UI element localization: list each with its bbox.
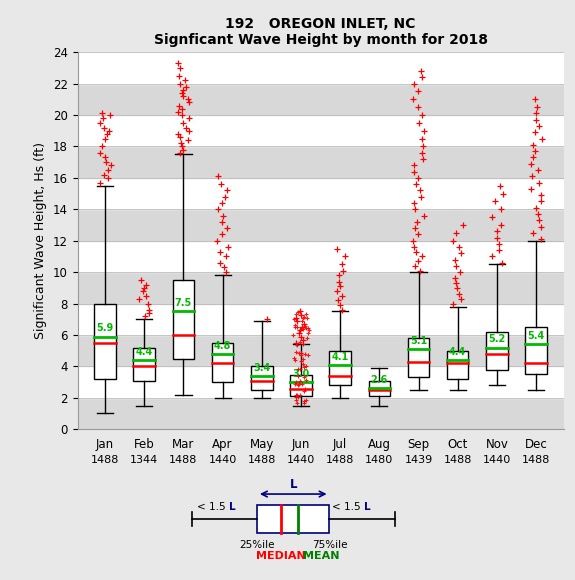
Text: 3.0: 3.0 xyxy=(292,369,309,379)
Text: 1488: 1488 xyxy=(169,455,198,465)
Text: Sep: Sep xyxy=(408,438,430,451)
Text: 1488: 1488 xyxy=(91,455,119,465)
Text: 5.1: 5.1 xyxy=(410,336,427,346)
Bar xyxy=(251,367,273,390)
Bar xyxy=(78,241,564,272)
Text: 1440: 1440 xyxy=(209,455,237,465)
Text: 3.4: 3.4 xyxy=(253,362,270,372)
Text: Jul: Jul xyxy=(333,438,347,451)
Bar xyxy=(78,178,564,209)
Text: MEDIAN: MEDIAN xyxy=(256,551,306,561)
Text: 4.4: 4.4 xyxy=(136,347,153,357)
Text: Dec: Dec xyxy=(525,438,547,451)
Text: May: May xyxy=(250,438,274,451)
Text: Mar: Mar xyxy=(172,438,194,451)
Bar xyxy=(78,52,564,84)
Text: Oct: Oct xyxy=(447,438,468,451)
Bar xyxy=(78,303,564,335)
Bar xyxy=(78,367,564,398)
Bar xyxy=(78,272,564,303)
Text: 4.8: 4.8 xyxy=(214,340,231,351)
Bar xyxy=(447,351,469,379)
Bar xyxy=(78,398,564,429)
Text: 1488: 1488 xyxy=(326,455,354,465)
Text: 1439: 1439 xyxy=(404,455,432,465)
Title: 192   OREGON INLET, NC
Signficant Wave Height by month for 2018: 192 OREGON INLET, NC Signficant Wave Hei… xyxy=(154,17,488,47)
Text: 75%ile: 75%ile xyxy=(312,540,347,550)
Bar xyxy=(329,351,351,385)
Text: 4.1: 4.1 xyxy=(332,351,349,362)
Text: MEAN: MEAN xyxy=(303,551,339,561)
Text: L: L xyxy=(289,478,297,491)
Text: 5.9: 5.9 xyxy=(97,324,114,334)
Bar xyxy=(486,332,508,369)
Text: Nov: Nov xyxy=(485,438,508,451)
Bar xyxy=(133,347,155,380)
Bar xyxy=(94,303,116,379)
Bar xyxy=(78,209,564,241)
Text: 1440: 1440 xyxy=(287,455,315,465)
Text: 1440: 1440 xyxy=(483,455,511,465)
Bar xyxy=(212,343,233,382)
Bar xyxy=(78,146,564,178)
Text: Aug: Aug xyxy=(368,438,391,451)
Y-axis label: Significant Wave Height, Hs (ft): Significant Wave Height, Hs (ft) xyxy=(34,142,47,339)
Bar xyxy=(526,327,547,374)
Text: 1488: 1488 xyxy=(443,455,472,465)
Text: 1488: 1488 xyxy=(248,455,276,465)
Text: 7.5: 7.5 xyxy=(175,298,192,308)
Bar xyxy=(369,380,390,396)
Text: Jun: Jun xyxy=(292,438,310,451)
Text: L: L xyxy=(229,502,236,512)
Bar xyxy=(257,505,329,533)
Text: 1480: 1480 xyxy=(365,455,393,465)
Text: Feb: Feb xyxy=(134,438,155,451)
Text: < 1.5: < 1.5 xyxy=(197,502,228,512)
Bar xyxy=(78,115,564,146)
Text: Jan: Jan xyxy=(96,438,114,451)
Bar xyxy=(172,280,194,358)
Text: 1488: 1488 xyxy=(522,455,550,465)
Text: 25%ile: 25%ile xyxy=(239,540,275,550)
Text: 5.4: 5.4 xyxy=(527,331,545,341)
Bar xyxy=(408,338,430,378)
Bar xyxy=(78,335,564,367)
Text: 4.4: 4.4 xyxy=(449,347,466,357)
Text: 2.6: 2.6 xyxy=(371,375,388,385)
Bar xyxy=(78,84,564,115)
Bar xyxy=(290,375,312,396)
Text: 5.2: 5.2 xyxy=(488,335,505,345)
Text: < 1.5: < 1.5 xyxy=(332,502,364,512)
Text: Apr: Apr xyxy=(212,438,233,451)
Text: L: L xyxy=(365,502,371,512)
Text: 1344: 1344 xyxy=(130,455,158,465)
